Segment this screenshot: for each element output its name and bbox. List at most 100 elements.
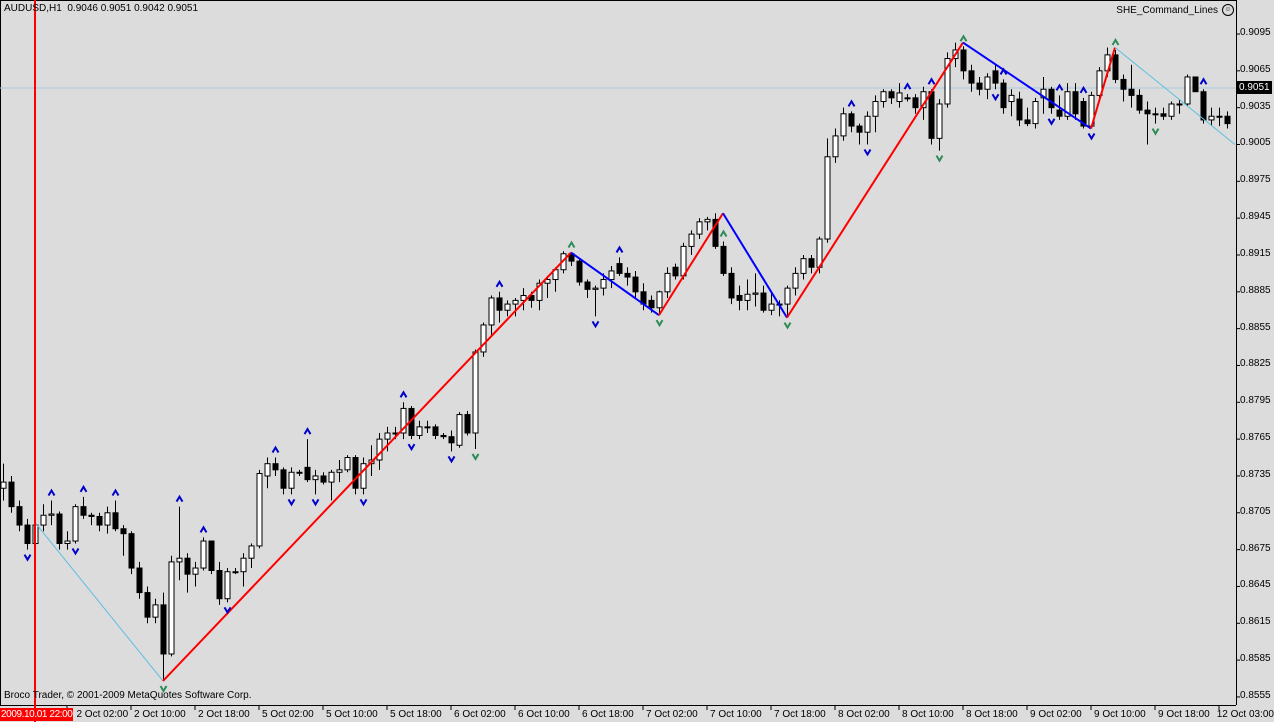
- bull-candle: [880, 91, 887, 103]
- copyright-text: Broco Trader, © 2001-2009 MetaQuotes Sof…: [4, 690, 252, 701]
- bear-candle: [1072, 91, 1079, 115]
- pivot-down-arrow-icon: [471, 453, 480, 461]
- price-label: 0.9005: [1240, 137, 1271, 149]
- fractal-up-arrow-icon: [399, 390, 408, 398]
- bear-candle: [968, 70, 975, 84]
- bull-candle: [872, 101, 879, 117]
- bull-candle: [704, 218, 711, 223]
- time-label: 2 Oct 18:00: [198, 709, 250, 720]
- vertical-line-label: 2009.10.01 22:00: [0, 708, 74, 721]
- bull-candle: [800, 258, 807, 274]
- time-label: 9 Oct 02:00: [1030, 709, 1082, 720]
- bear-candle: [1056, 109, 1063, 117]
- bull-candle: [384, 432, 391, 440]
- bull-candle: [544, 279, 551, 284]
- fractal-down-arrow-icon: [591, 320, 600, 329]
- bear-candle: [272, 463, 279, 471]
- bull-candle: [592, 287, 599, 290]
- price-label: 0.8945: [1240, 211, 1271, 223]
- bear-candle: [448, 436, 455, 444]
- time-label: 6 Oct 10:00: [518, 709, 570, 720]
- bear-candle: [496, 297, 503, 311]
- bear-candle: [912, 97, 919, 109]
- time-label: 8 Oct 10:00: [902, 709, 954, 720]
- bear-candle: [632, 276, 639, 293]
- pivot-up-arrow-icon: [719, 229, 728, 237]
- bear-candle: [1136, 94, 1143, 111]
- bull-candle: [1064, 91, 1071, 117]
- fractal-up-arrow-icon: [1055, 83, 1064, 91]
- fractal-up-arrow-icon: [847, 99, 856, 107]
- bull-candle: [1216, 115, 1223, 118]
- fractal-up-arrow-icon: [999, 67, 1008, 75]
- bear-candle: [56, 513, 63, 544]
- bear-candle: [80, 506, 87, 516]
- pivot-down-arrow-icon: [655, 319, 664, 328]
- chart-title: AUDUSD,H1 0.9046 0.9051 0.9042 0.9051: [4, 3, 198, 14]
- bull-candle: [232, 571, 239, 574]
- bull-candle: [680, 245, 687, 277]
- time-label: 5 Oct 10:00: [326, 709, 378, 720]
- fractal-up-arrow-icon: [175, 494, 184, 503]
- bull-candle: [944, 58, 951, 105]
- bull-candle: [608, 270, 615, 281]
- bull-candle: [664, 272, 671, 293]
- bull-candle: [984, 76, 991, 90]
- bull-candle: [688, 233, 695, 247]
- bull-candle: [360, 463, 367, 489]
- time-label: 2 Oct 02:00: [76, 709, 129, 720]
- bear-candle: [928, 91, 935, 139]
- bear-candle: [576, 260, 583, 283]
- bear-candle: [184, 557, 191, 575]
- time-label: 12 Oct 03:00: [1216, 709, 1274, 720]
- time-label: 7 Oct 10:00: [710, 709, 762, 720]
- time-label: 2 Oct 10:00: [134, 709, 186, 720]
- fractal-down-arrow-icon: [23, 554, 32, 562]
- bull-candle: [488, 297, 495, 326]
- bull-candle: [1208, 115, 1215, 121]
- bear-candle: [304, 466, 311, 481]
- zigzag-line: [570, 251, 660, 316]
- bull-candle: [768, 303, 775, 311]
- zigzag-line: [658, 212, 724, 316]
- bull-candle: [328, 471, 335, 483]
- zigzag-line: [162, 251, 572, 682]
- bear-candle: [1192, 76, 1199, 93]
- bull-candle: [1096, 70, 1103, 96]
- bull-candle: [744, 293, 751, 301]
- time-label: 9 Oct 10:00: [1094, 709, 1146, 720]
- bull-candle: [896, 92, 903, 103]
- bear-candle: [728, 272, 735, 299]
- bull-candle: [240, 557, 247, 573]
- ohlc-label: 0.9046 0.9051 0.9042 0.9051: [67, 3, 199, 14]
- bear-candle: [1048, 88, 1055, 109]
- bull-candle: [176, 557, 183, 563]
- price-label: 0.8765: [1240, 432, 1271, 444]
- fractal-up-arrow-icon: [1079, 85, 1088, 94]
- time-label: 7 Oct 02:00: [646, 709, 698, 720]
- bull-candle: [904, 97, 911, 100]
- bear-candle: [624, 272, 631, 278]
- fractal-up-arrow-icon: [1199, 77, 1208, 85]
- pivot-up-arrow-icon: [567, 240, 576, 249]
- bull-candle: [600, 279, 607, 289]
- price-label: 0.8615: [1240, 616, 1271, 628]
- bear-candle: [440, 434, 447, 438]
- fractal-up-arrow-icon: [47, 488, 56, 497]
- indicator-name: SHE_Command_Lines: [1116, 4, 1218, 16]
- bear-candle: [464, 414, 471, 434]
- time-label: 6 Oct 18:00: [582, 709, 634, 720]
- bear-candle: [1112, 54, 1119, 80]
- fractal-down-arrow-icon: [407, 443, 416, 452]
- time-label: 9 Oct 18:00: [1158, 709, 1210, 720]
- bear-candle: [1080, 101, 1087, 127]
- fractal-down-arrow-icon: [863, 148, 872, 157]
- bull-candle: [40, 514, 47, 526]
- bull-candle: [456, 414, 463, 446]
- bull-candle: [936, 103, 943, 139]
- bull-candle: [256, 473, 263, 547]
- fractal-up-arrow-icon: [903, 82, 912, 90]
- bull-candle: [296, 471, 303, 474]
- bull-candle: [480, 324, 487, 353]
